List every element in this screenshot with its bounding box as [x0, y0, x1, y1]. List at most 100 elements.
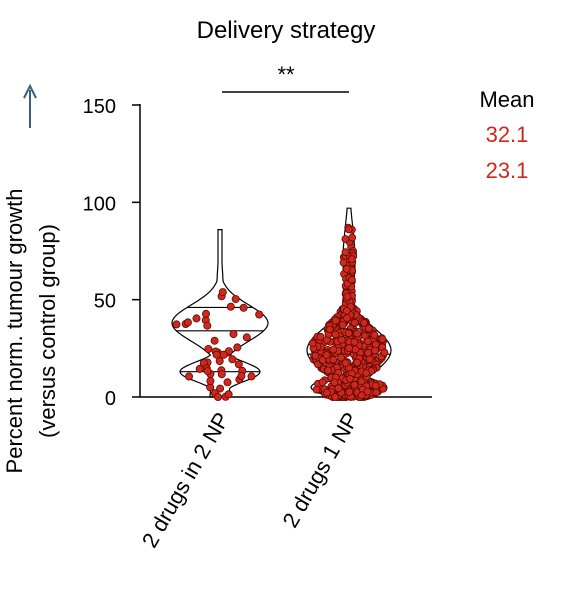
- data-point: [331, 393, 340, 401]
- data-point: [363, 337, 372, 346]
- data-point: [350, 318, 359, 327]
- data-point: [237, 371, 246, 380]
- data-point: [229, 330, 238, 339]
- data-point: [331, 316, 340, 325]
- data-point: [350, 338, 359, 347]
- data-point: [318, 378, 327, 387]
- data-point: [364, 324, 373, 333]
- data-point: [325, 325, 334, 334]
- data-point: [201, 309, 210, 318]
- data-point: [337, 335, 346, 344]
- data-point: [363, 387, 372, 396]
- data-point: [365, 355, 374, 364]
- up-arrow-icon: [23, 83, 37, 128]
- data-point: [311, 351, 320, 360]
- data-point: [331, 330, 340, 339]
- data-point: [247, 372, 256, 381]
- data-point: [362, 369, 371, 377]
- data-point: [206, 376, 215, 385]
- data-point: [224, 390, 233, 399]
- data-point: [353, 358, 362, 367]
- data-point: [239, 303, 248, 312]
- y-axis-label-line2: (versus control group): [35, 224, 60, 438]
- data-point: [215, 357, 224, 366]
- y-tick-label: 150: [83, 96, 116, 118]
- data-point: [329, 345, 338, 354]
- data-point: [218, 288, 227, 297]
- data-point: [233, 343, 242, 352]
- data-point: [322, 351, 331, 359]
- data-point: [345, 344, 354, 353]
- data-point: [346, 374, 354, 383]
- data-point: [348, 233, 357, 242]
- data-point: [372, 388, 381, 397]
- legend-title: Mean: [479, 87, 534, 112]
- data-point: [353, 329, 362, 338]
- data-point: [339, 258, 348, 267]
- data-point: [370, 331, 379, 339]
- data-point: [228, 355, 237, 364]
- legend-mean-2: 23.1: [486, 158, 529, 183]
- y-axis-label-line1: Percent norm. tumour growth: [2, 189, 27, 474]
- data-point: [183, 318, 192, 327]
- chart-title: Delivery strategy: [197, 17, 376, 44]
- data-point: [378, 335, 387, 344]
- data-point: [322, 388, 331, 397]
- data-point: [213, 392, 222, 401]
- data-point: [234, 360, 243, 369]
- violin-outline: [171, 229, 269, 398]
- y-tick-label: 0: [105, 388, 116, 410]
- data-point: [345, 388, 354, 396]
- data-point: [242, 333, 251, 342]
- data-point: [308, 339, 317, 348]
- y-tick-label: 50: [94, 291, 116, 313]
- data-point: [223, 378, 232, 387]
- data-point: [344, 225, 353, 234]
- data-point: [184, 372, 193, 381]
- data-point: [231, 295, 240, 304]
- data-point: [226, 302, 235, 311]
- data-point: [344, 329, 353, 338]
- data-point: [217, 370, 226, 379]
- data-point: [342, 306, 351, 315]
- data-point: [351, 345, 360, 354]
- data-point: [343, 292, 352, 301]
- data-point: [347, 255, 356, 264]
- data-point: [329, 355, 338, 364]
- data-point: [357, 391, 366, 400]
- data-point: [341, 235, 350, 243]
- data-point: [371, 381, 380, 390]
- data-point: [192, 314, 201, 323]
- data-point: [380, 348, 389, 357]
- data-point: [219, 350, 228, 359]
- data-point: [195, 364, 204, 373]
- data-point: [203, 321, 212, 330]
- y-tick-label: 100: [83, 193, 116, 215]
- data-point: [210, 336, 219, 345]
- data-point: [364, 348, 373, 357]
- data-point: [212, 350, 221, 359]
- data-point: [360, 318, 369, 327]
- data-point: [330, 378, 339, 387]
- data-point: [216, 384, 225, 393]
- data-point: [316, 332, 325, 341]
- significance-label: **: [277, 62, 295, 87]
- data-point: [204, 344, 213, 353]
- data-point: [347, 275, 356, 284]
- data-point: [341, 359, 350, 368]
- data-point: [338, 321, 347, 329]
- x-tick-label: 2 drugs in 2 NP: [137, 408, 234, 552]
- legend-mean-1: 32.1: [486, 122, 529, 147]
- data-point: [371, 346, 379, 355]
- data-point: [324, 366, 333, 375]
- x-tick-label: 2 drugs 1 NP: [277, 408, 363, 532]
- data-point: [203, 367, 212, 376]
- data-point: [255, 310, 264, 319]
- data-point: [343, 314, 352, 323]
- data-point: [337, 353, 345, 362]
- data-point: [312, 385, 321, 394]
- data-point: [342, 264, 351, 273]
- data-point: [172, 320, 181, 329]
- data-point: [334, 384, 343, 393]
